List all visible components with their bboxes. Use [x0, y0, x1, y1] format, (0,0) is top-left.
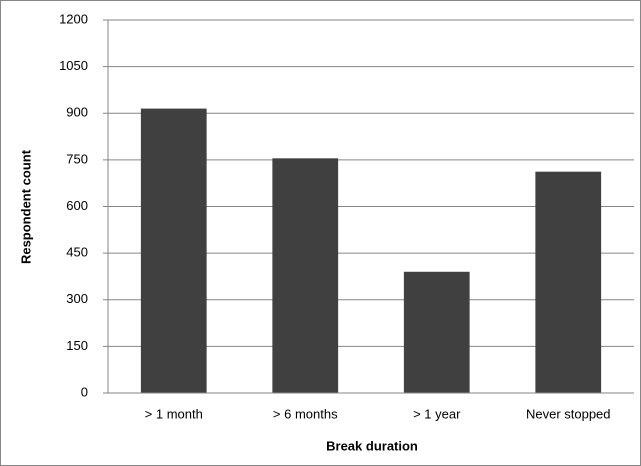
y-tick-label: 150	[66, 338, 88, 353]
y-axis-title: Respondent count	[18, 149, 33, 264]
y-tick-label: 0	[81, 384, 88, 399]
x-axis-title: Break duration	[326, 438, 418, 453]
x-tick-label: > 1 year	[413, 406, 461, 421]
x-tick-label: Never stopped	[526, 406, 611, 421]
y-tick-label: 600	[66, 198, 88, 213]
x-tick-label: > 1 month	[145, 406, 203, 421]
bar	[272, 158, 339, 393]
bar	[403, 271, 470, 393]
bar	[535, 171, 602, 393]
y-tick-label: 450	[66, 245, 88, 260]
bar	[140, 108, 207, 394]
y-tick-label: 750	[66, 151, 88, 166]
y-tick-label: 300	[66, 291, 88, 306]
y-tick-label: 1050	[59, 58, 88, 73]
y-tick-label: 900	[66, 105, 88, 120]
y-tick-label: 1200	[59, 11, 88, 26]
x-tick-label: > 6 months	[273, 406, 338, 421]
